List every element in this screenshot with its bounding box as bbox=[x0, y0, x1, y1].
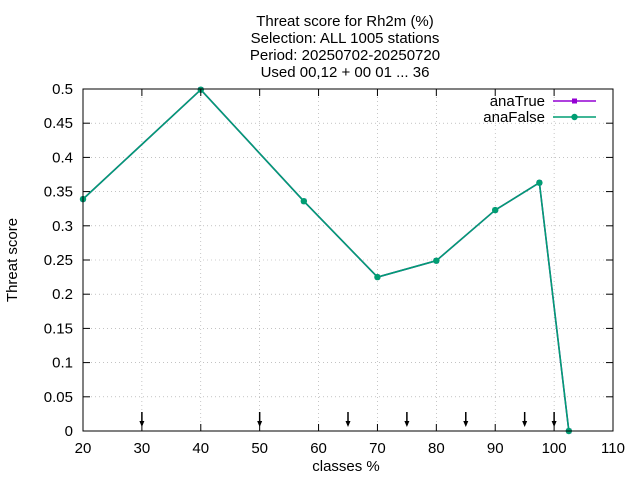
x-tick-label: 30 bbox=[134, 440, 151, 457]
title-line-2: Selection: ALL 1005 stations bbox=[251, 30, 440, 47]
data-point bbox=[374, 273, 381, 281]
title-line-4: Used 00,12 + 00 01 ... 36 bbox=[261, 64, 430, 81]
x-tick-label: 40 bbox=[192, 440, 209, 457]
y-tick-label: 0.5 bbox=[52, 81, 73, 98]
title-line-3: Period: 20250702-20250720 bbox=[250, 47, 440, 64]
y-tick-label: 0.1 bbox=[52, 355, 73, 372]
class-marker bbox=[404, 412, 410, 427]
chart-title: Threat score for Rh2m (%) Selection: ALL… bbox=[250, 13, 440, 81]
data-point bbox=[536, 179, 543, 186]
data-point bbox=[433, 257, 440, 264]
legend-entry: anaTrue bbox=[490, 93, 596, 110]
y-tick-label: 0.25 bbox=[44, 252, 73, 269]
data-point bbox=[300, 197, 308, 205]
x-tick-labels: 20 30 40 50 60 70 80 90 100 110 bbox=[75, 440, 625, 457]
legend-marker bbox=[572, 98, 577, 104]
class-marker bbox=[522, 412, 528, 427]
legend-entry: anaFalse bbox=[483, 109, 596, 126]
y-tick-label: 0.4 bbox=[52, 149, 73, 166]
legend-label: anaTrue bbox=[490, 93, 545, 110]
x-tick-label: 80 bbox=[428, 440, 445, 457]
x-tick-label: 110 bbox=[601, 440, 625, 457]
y-tick-label: 0.15 bbox=[44, 320, 73, 337]
axis-ticks bbox=[82, 88, 614, 432]
legend-marker bbox=[571, 113, 578, 121]
series-anaFalse bbox=[79, 86, 573, 435]
legend-label: anaFalse bbox=[483, 109, 545, 126]
y-tick-label: 0.05 bbox=[44, 389, 73, 406]
x-tick-label: 70 bbox=[369, 440, 386, 457]
x-tick-label: 100 bbox=[542, 440, 567, 457]
x-tick-label: 50 bbox=[251, 440, 268, 457]
y-tick-label: 0.3 bbox=[52, 218, 73, 235]
y-tick-label: 0.45 bbox=[44, 115, 73, 132]
series-line bbox=[82, 88, 570, 432]
grid bbox=[83, 89, 613, 431]
x-tick-label: 60 bbox=[310, 440, 327, 457]
series-layer bbox=[79, 86, 573, 435]
class-markers bbox=[139, 412, 557, 427]
y-tick-label: 0.35 bbox=[44, 184, 73, 201]
y-tick-label: 0 bbox=[65, 423, 73, 440]
y-tick-labels: 0 0.05 0.1 0.15 0.2 0.25 0.3 0.35 0.4 0.45 0.5 bbox=[44, 81, 73, 440]
y-tick-label: 0.2 bbox=[52, 286, 73, 303]
series-line bbox=[82, 88, 570, 432]
y-axis-label: Threat score bbox=[4, 218, 21, 302]
x-tick-label: 20 bbox=[75, 440, 92, 457]
x-axis-label: classes % bbox=[312, 458, 380, 475]
title-line-1: Threat score for Rh2m (%) bbox=[256, 13, 434, 30]
data-point bbox=[492, 206, 499, 214]
series-anaTrue bbox=[80, 87, 572, 434]
x-tick-label: 90 bbox=[487, 440, 504, 457]
class-marker bbox=[345, 412, 351, 427]
class-marker bbox=[463, 412, 469, 427]
